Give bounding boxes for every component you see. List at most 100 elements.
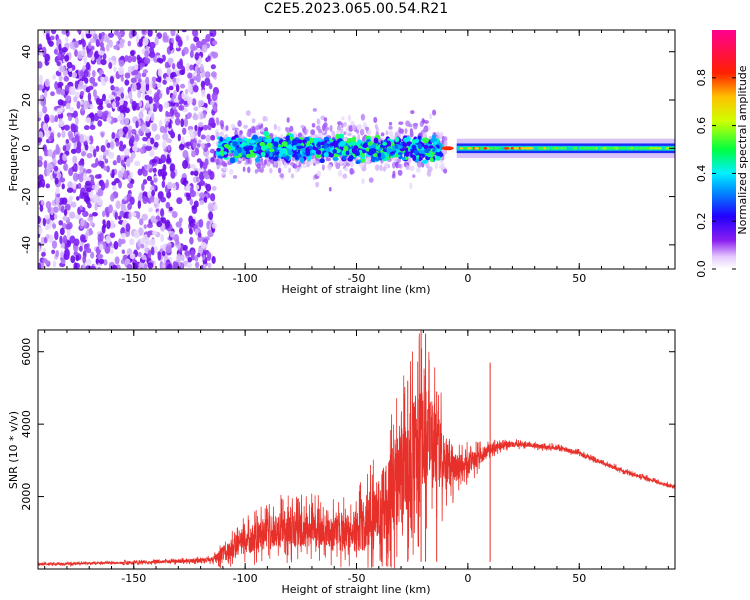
spectrogram-core-cell: [406, 136, 411, 142]
spectrogram-spread-cell: [317, 128, 323, 134]
spectrogram-noise-cell: [92, 194, 99, 203]
spectrogram-noise-cell: [130, 212, 137, 217]
spectrogram-spread-cell: [256, 163, 261, 169]
spectrogram-core-cell: [245, 139, 250, 143]
spectrogram-noise-cell: [166, 138, 173, 144]
spectrogram-spread-cell: [409, 165, 415, 172]
spectrogram-spread-cell: [314, 160, 320, 165]
spectrogram-core-cell: [345, 150, 350, 155]
spectrogram-noise-cell: [141, 30, 146, 35]
spectrogram-noise-cell: [183, 177, 187, 187]
snr-y-tick-label: 2000: [20, 483, 33, 511]
spectrogram-noise-cell: [132, 144, 138, 152]
spectrogram-noise-cell: [131, 55, 137, 63]
spectrogram-noise-cell: [169, 163, 176, 172]
spectrogram-noise-cell: [133, 69, 139, 75]
spectrogram-spread-cell: [237, 120, 242, 127]
spectrogram-noise-cell: [170, 170, 176, 179]
spectrogram-noise-cell: [119, 210, 125, 218]
spectrogram-noise-cell: [59, 235, 63, 245]
spectrogram-core-cell: [338, 133, 345, 139]
spectrogram-noise-cell: [67, 130, 73, 138]
spectrogram-noise-cell: [156, 221, 163, 228]
spectrogram-noise-cell: [94, 202, 98, 211]
spectrogram-noise-cell: [91, 163, 98, 168]
spectrogram-noise-cell: [161, 140, 167, 150]
spectrogram-spread-cell: [328, 187, 332, 192]
spectrogram-noise-cell: [156, 57, 162, 63]
spectrogram-noise-cell: [211, 186, 217, 191]
snr-x-tick-label: -100: [233, 572, 258, 585]
snr-x-tick-label: -50: [348, 572, 366, 585]
spectrogram-noise-cell: [111, 60, 117, 66]
spectrogram-noise-cell: [199, 160, 203, 169]
spectrogram-noise-cell: [200, 134, 206, 140]
spectrogram-core-cell: [262, 131, 270, 137]
spectrogram-noise-cell: [209, 193, 216, 202]
spectrogram-noise-cell: [212, 203, 218, 211]
spectrogram-spread-cell: [264, 127, 269, 133]
spectrogram-noise-cell: [109, 140, 115, 150]
spectrogram-noise-cell: [90, 251, 95, 259]
spectrogram-spread-cell: [385, 130, 389, 136]
spectrogram-noise-cell: [118, 42, 125, 49]
spectrogram-spread-cell: [286, 117, 290, 123]
spectrogram-noise-cell: [130, 50, 135, 57]
spectrogram-noise-cell: [205, 134, 211, 143]
spectrogram-core-cell: [320, 147, 325, 152]
spectrogram-core-cell: [315, 149, 322, 155]
spectrogram-noise-cell: [76, 140, 82, 150]
spectrogram-noise-cell: [54, 81, 59, 90]
spectrogram-noise-cell: [100, 132, 105, 138]
narrow-band-peak: [520, 147, 526, 150]
narrow-band-peak: [493, 147, 499, 150]
spectrogram-noise-cell: [72, 110, 78, 119]
spectrogram-noise-cell: [142, 69, 149, 74]
spectrogram-noise-cell: [196, 40, 202, 49]
spectrogram-noise-cell: [210, 64, 216, 70]
spectrogram-noise-cell: [50, 30, 57, 35]
spectrogram-noise-cell: [176, 253, 182, 263]
spectrogram-core-cell: [306, 140, 311, 147]
spectrogram-core-cell: [255, 146, 261, 151]
spectrogram-core-cell: [380, 153, 386, 160]
spectrogram-noise-cell: [187, 72, 193, 79]
spectrogram-noise-cell: [164, 61, 169, 69]
spectrogram-spread-cell: [290, 173, 295, 179]
spectrogram-noise-cell: [196, 67, 201, 77]
spectrogram-spread-cell: [348, 125, 354, 132]
spectrogram-core-cell: [272, 156, 279, 162]
spectrogram-noise-cell: [120, 232, 127, 239]
spectrogram-spread-cell: [343, 121, 347, 127]
spectrogram-noise-cell: [83, 69, 89, 78]
spectrogram-noise-cell: [79, 245, 83, 252]
spectrogram-spread-cell: [277, 125, 281, 132]
spectrogram-noise-cell: [45, 234, 50, 239]
spectrogram-noise-cell: [204, 71, 211, 79]
spectrogram-noise-cell: [117, 66, 125, 76]
spectrogram-noise-cell: [168, 58, 173, 66]
spectrogram-noise-cell: [49, 114, 55, 123]
spectrogram-spread-cell: [273, 123, 277, 131]
spectrogram-noise-cell: [83, 100, 90, 110]
spectrogram-noise-cell: [45, 129, 51, 138]
spectrogram-noise-cell: [194, 228, 199, 235]
spectrogram-noise-cell: [152, 230, 158, 236]
narrow-band-peak: [645, 147, 651, 150]
spectrogram-noise-cell: [82, 255, 87, 264]
spectrogram-noise-cell: [152, 167, 157, 173]
spectrogram-noise-cell: [148, 50, 156, 59]
spectrogram-x-tick-label: 50: [572, 272, 586, 285]
spectrogram-core-cell: [249, 139, 256, 144]
spectrogram-noise-cell: [85, 187, 92, 193]
spectrogram-spread-cell: [349, 167, 354, 175]
spectrogram-noise-cell: [89, 265, 96, 269]
spectrogram-spread-cell: [305, 128, 309, 133]
spectrogram-y-tick-label: 40: [20, 45, 33, 59]
spectrogram-noise-cell: [62, 235, 68, 244]
spectrogram-noise-cell: [83, 55, 88, 65]
narrow-band-peak: [634, 147, 640, 150]
spectrogram-noise-cell: [208, 211, 214, 221]
spectrogram-spread-cell: [228, 168, 234, 175]
spectrogram-noise-cell: [184, 250, 191, 257]
